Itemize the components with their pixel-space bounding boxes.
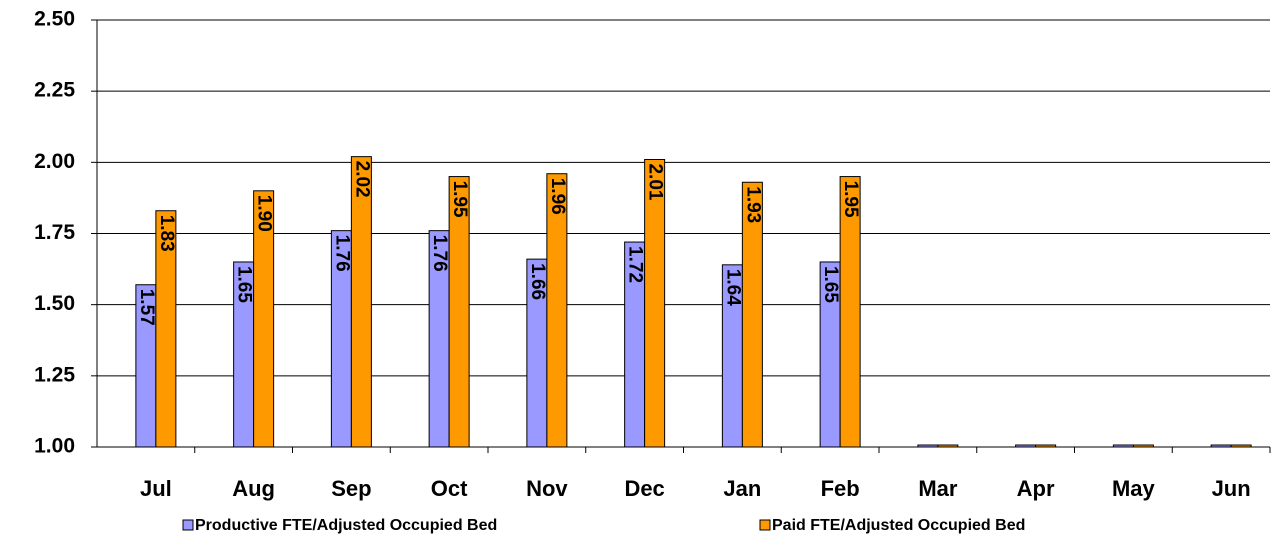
x-tick-label: Sep — [331, 476, 371, 501]
x-tick-label: Nov — [526, 476, 568, 501]
data-label: 1.93 — [742, 186, 763, 223]
x-tick-label: Mar — [918, 476, 958, 501]
data-label: 1.90 — [254, 195, 275, 232]
x-tick-label: Jan — [723, 476, 761, 501]
data-label: 1.76 — [331, 235, 352, 272]
y-tick-label: 2.00 — [34, 150, 75, 173]
x-tick-label: Apr — [1017, 476, 1055, 501]
legend-swatch — [759, 519, 771, 531]
data-label: 1.65 — [234, 266, 255, 303]
bar — [350, 156, 372, 448]
x-tick-label: Dec — [624, 476, 664, 501]
data-label: 1.95 — [449, 181, 470, 218]
legend-label: Paid FTE/Adjusted Occupied Bed — [772, 517, 1025, 534]
x-tick-label: Oct — [431, 476, 468, 501]
legend-label: Productive FTE/Adjusted Occupied Bed — [195, 517, 497, 534]
data-label: 1.66 — [527, 263, 548, 300]
bar — [644, 158, 666, 448]
data-label: 2.02 — [351, 161, 372, 198]
x-tick-label: May — [1112, 476, 1156, 501]
data-label: 1.95 — [840, 181, 861, 218]
data-label: 1.96 — [547, 178, 568, 215]
data-label: 1.57 — [136, 289, 157, 326]
bar — [546, 173, 568, 448]
legend-swatch — [182, 519, 194, 531]
data-label: 1.83 — [156, 215, 177, 252]
data-label: 1.72 — [625, 246, 646, 283]
y-tick-label: 1.00 — [34, 435, 75, 458]
y-tick-label: 1.75 — [34, 221, 75, 244]
y-tick-label: 2.25 — [34, 79, 75, 102]
y-tick-label: 1.25 — [34, 363, 75, 386]
data-label: 2.01 — [645, 163, 666, 200]
x-tick-label: Aug — [232, 476, 275, 501]
x-tick-label: Feb — [821, 476, 860, 501]
y-tick-label: 1.50 — [34, 292, 75, 315]
y-tick-label: 2.50 — [34, 8, 75, 31]
data-label: 1.64 — [722, 269, 743, 306]
data-label: 1.76 — [429, 235, 450, 272]
x-tick-label: Jun — [1212, 476, 1251, 501]
data-label: 1.65 — [820, 266, 841, 303]
x-tick-label: Jul — [140, 476, 172, 501]
